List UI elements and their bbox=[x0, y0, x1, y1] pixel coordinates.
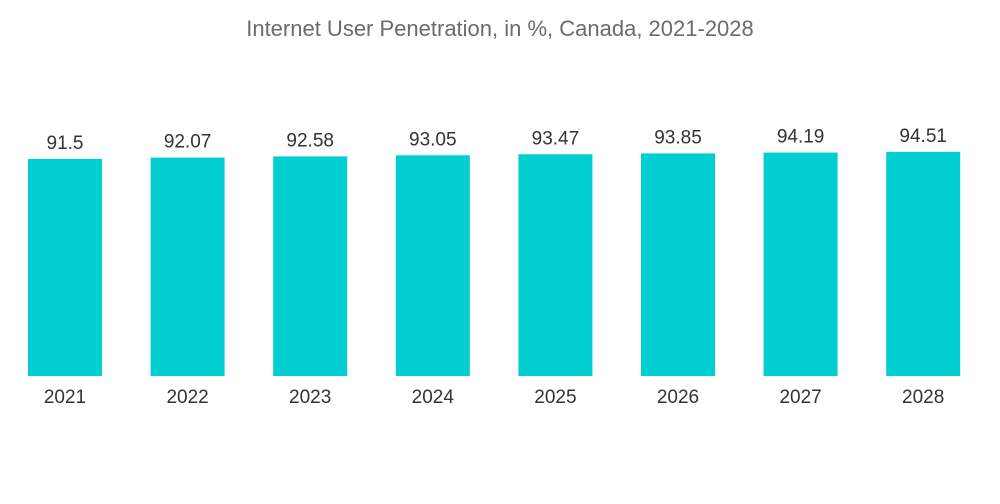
bar-2027 bbox=[763, 152, 838, 376]
bar-2026 bbox=[641, 153, 715, 376]
bar-2023 bbox=[273, 156, 348, 376]
data-label: 93.05 bbox=[409, 129, 457, 150]
data-label: 91.5 bbox=[47, 133, 84, 154]
bar-2028 bbox=[886, 151, 961, 376]
data-label: 92.58 bbox=[286, 130, 334, 151]
chart-title: Internet User Penetration, in %, Canada,… bbox=[246, 16, 754, 41]
bar-2022 bbox=[150, 157, 225, 376]
data-label: 94.51 bbox=[899, 126, 947, 147]
x-tick-label: 2026 bbox=[657, 387, 699, 408]
data-label: 93.47 bbox=[532, 128, 580, 149]
x-tick-label: 2022 bbox=[166, 387, 208, 408]
data-label: 93.85 bbox=[654, 127, 702, 148]
bar-2025 bbox=[518, 154, 593, 376]
x-tick-label: 2028 bbox=[902, 387, 944, 408]
x-tick-label: 2025 bbox=[534, 387, 576, 408]
x-tick-label: 2024 bbox=[412, 387, 455, 408]
data-label: 92.07 bbox=[164, 132, 212, 153]
x-tick-label: 2023 bbox=[289, 387, 331, 408]
data-label: 94.19 bbox=[777, 127, 825, 148]
x-tick-label: 2021 bbox=[44, 387, 86, 408]
bar-2024 bbox=[395, 155, 470, 376]
bar-2021 bbox=[28, 158, 102, 376]
x-tick-label: 2027 bbox=[779, 387, 821, 408]
